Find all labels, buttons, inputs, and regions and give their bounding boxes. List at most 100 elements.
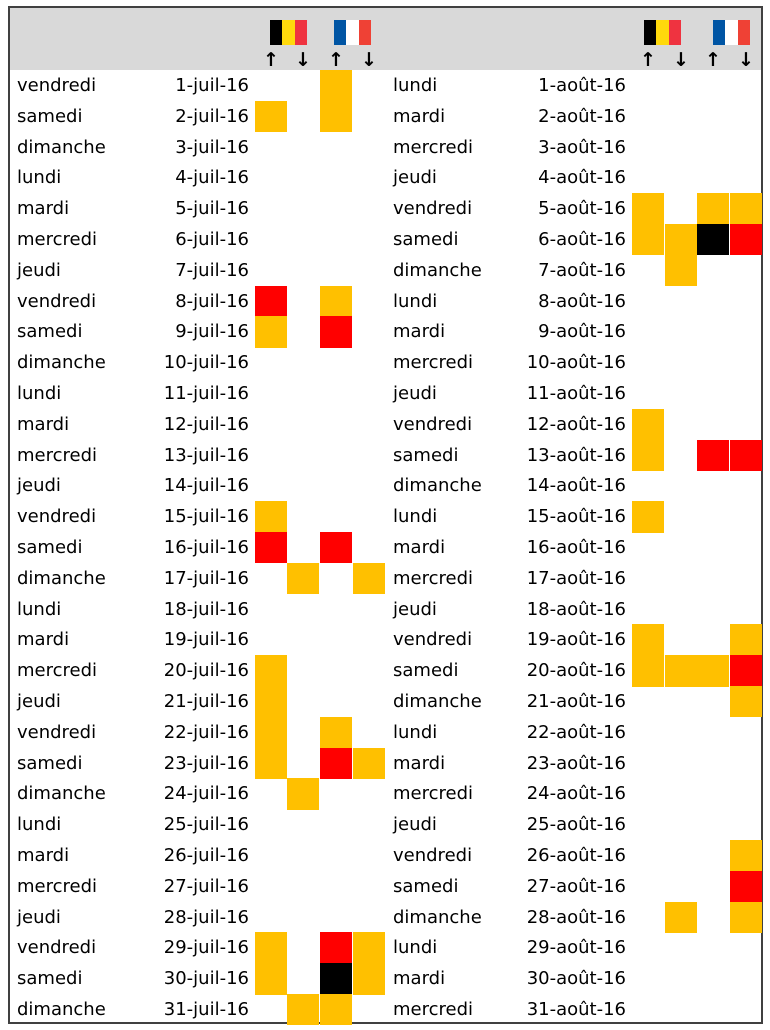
indicator-cell: [665, 254, 697, 287]
day-name: mercredi: [393, 136, 474, 158]
indicator-cell: [255, 100, 287, 133]
indicator-cell: [255, 501, 287, 533]
day-name: dimanche: [17, 352, 106, 374]
indicator-cell: [320, 963, 352, 995]
day-name: samedi: [17, 968, 83, 990]
indicator-cell: [665, 224, 697, 256]
belgium-flag-icon: [270, 20, 307, 45]
day-name: vendredi: [393, 629, 473, 651]
indicator-cell: [287, 994, 319, 1026]
date-value: 23-juil-16: [163, 752, 249, 774]
indicator-cell: [320, 285, 352, 317]
date-value: 12-août-16: [526, 413, 626, 435]
day-name: jeudi: [393, 814, 437, 836]
indicator-cell: [697, 439, 729, 471]
day-name: mercredi: [17, 444, 98, 466]
date-value: 2-août-16: [538, 105, 626, 127]
indicator-cell: [255, 655, 287, 687]
date-value: 14-août-16: [526, 475, 626, 497]
day-name: vendredi: [393, 198, 473, 220]
date-value: 23-août-16: [526, 752, 626, 774]
indicator-cell: [287, 778, 319, 810]
date-value: 20-août-16: [526, 660, 626, 682]
indicator-cell: [632, 655, 664, 687]
day-name: dimanche: [393, 906, 482, 928]
day-name: mardi: [393, 968, 446, 990]
arrow-up-icon: ↑: [705, 49, 721, 71]
indicator-cell: [353, 562, 385, 595]
indicator-cell: [632, 408, 664, 441]
day-name: lundi: [17, 383, 62, 404]
arrow-down-icon: ↓: [738, 49, 754, 71]
indicator-cell: [632, 624, 664, 656]
indicator-cell: [730, 224, 762, 256]
date-value: 16-août-16: [526, 537, 626, 558]
day-name: dimanche: [393, 475, 482, 497]
indicator-cell: [255, 747, 287, 779]
indicator-cell: [320, 994, 352, 1026]
day-name: vendredi: [393, 413, 473, 435]
day-name: vendredi: [393, 845, 473, 866]
date-value: 11-juil-16: [163, 383, 249, 404]
indicator-cell: [255, 932, 287, 964]
date-value: 13-août-16: [526, 444, 626, 466]
arrow-down-icon: ↓: [361, 49, 377, 71]
date-value: 17-juil-16: [163, 567, 249, 589]
date-value: 4-juil-16: [175, 167, 249, 189]
day-name: jeudi: [17, 906, 61, 928]
date-value: 26-juil-16: [163, 845, 249, 866]
day-name: jeudi: [393, 383, 437, 404]
day-name: vendredi: [17, 290, 97, 312]
indicator-cell: [730, 655, 762, 687]
date-value: 15-août-16: [526, 506, 626, 528]
date-value: 31-août-16: [526, 999, 626, 1020]
arrow-down-icon: ↓: [673, 49, 689, 71]
day-name: dimanche: [17, 567, 106, 589]
date-value: 21-juil-16: [163, 691, 249, 712]
france-flag-icon: [713, 20, 750, 45]
indicator-cell: [730, 439, 762, 471]
day-name: mardi: [17, 198, 70, 220]
day-name: samedi: [393, 660, 459, 682]
indicator-cell: [730, 901, 762, 933]
arrow-up-icon: ↑: [328, 49, 344, 71]
day-name: mercredi: [17, 660, 98, 682]
date-value: 25-août-16: [526, 814, 626, 836]
day-name: mardi: [393, 321, 446, 343]
day-name: jeudi: [17, 475, 61, 497]
day-name: dimanche: [17, 136, 106, 158]
day-name: samedi: [393, 229, 459, 250]
date-value: 20-juil-16: [163, 660, 249, 682]
date-value: 15-juil-16: [163, 506, 249, 528]
date-value: 18-août-16: [526, 598, 626, 620]
date-value: 24-août-16: [526, 783, 626, 805]
arrow-down-icon: ↓: [295, 49, 311, 71]
date-value: 22-août-16: [526, 721, 626, 743]
date-value: 11-août-16: [526, 383, 626, 404]
indicator-cell: [320, 932, 352, 964]
date-value: 16-juil-16: [163, 537, 249, 558]
day-name: dimanche: [393, 691, 482, 712]
indicator-cell: [632, 439, 664, 471]
date-value: 5-août-16: [538, 198, 626, 220]
day-name: vendredi: [17, 937, 97, 959]
belgium-flag-icon: [644, 20, 681, 45]
date-value: 31-juil-16: [163, 999, 249, 1020]
indicator-cell: [255, 532, 287, 564]
day-name: mardi: [17, 413, 70, 435]
indicator-cell: [320, 532, 352, 564]
date-value: 17-août-16: [526, 567, 626, 589]
date-value: 13-juil-16: [163, 444, 249, 466]
indicator-cell: [665, 901, 697, 933]
day-name: lundi: [393, 506, 438, 528]
day-name: mercredi: [17, 875, 98, 897]
indicator-cell: [255, 285, 287, 317]
day-name: lundi: [393, 75, 438, 96]
day-name: jeudi: [17, 259, 61, 281]
indicator-cell: [697, 193, 729, 225]
date-value: 1-août-16: [538, 75, 626, 96]
day-name: jeudi: [393, 167, 437, 189]
indicator-cell: [255, 686, 287, 718]
header-band: ↑ ↓ ↑ ↓ ↑ ↓ ↑ ↓: [10, 8, 761, 71]
indicator-cell: [320, 716, 352, 749]
